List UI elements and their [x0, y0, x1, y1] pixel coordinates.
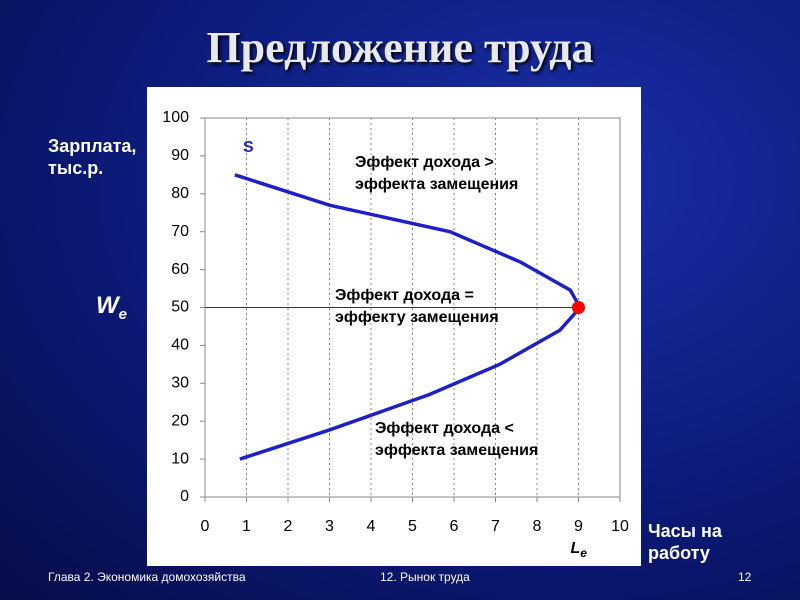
- footer-center: 12. Рынок труда: [380, 570, 470, 584]
- y-tick-label: 80: [171, 185, 189, 202]
- y-axis-label-line: тыс.р.: [48, 158, 104, 178]
- chart: 0 1 2 3 4 5 6 7 8 9 100102030405060708090100SЭффек…: [147, 87, 641, 566]
- x-tick-label: 7: [491, 518, 500, 535]
- x-tick-label: 0: [201, 518, 210, 535]
- hours-symbol: L: [571, 540, 581, 557]
- hours-label: Le: [571, 540, 588, 560]
- x-axis-label-line: Часы на: [648, 521, 722, 541]
- x-axis-label: Часы на работу: [648, 520, 722, 564]
- x-tick-label: 1: [242, 518, 251, 535]
- x-tick-label: 10: [611, 518, 629, 535]
- x-tick-label: 9: [574, 518, 583, 535]
- x-tick-label: 2: [284, 518, 293, 535]
- chart-title: Предложение труда: [206, 23, 594, 72]
- y-axis-label-line: Зарплата,: [48, 136, 137, 156]
- y-tick-label: 50: [171, 299, 189, 316]
- subscript: e: [580, 546, 587, 560]
- footer-left: Глава 2. Экономика домохозяйства: [48, 570, 246, 584]
- annotation: эффекта замещения: [355, 176, 518, 193]
- subscript: e: [118, 305, 127, 323]
- wage-symbol: W: [96, 292, 119, 319]
- y-tick-label: 30: [171, 375, 189, 392]
- wage-label: We: [96, 292, 127, 326]
- y-tick-label: 0: [180, 488, 189, 505]
- series-label: S: [243, 139, 254, 156]
- x-tick-label: 5: [408, 518, 417, 535]
- y-tick-label: 60: [171, 261, 189, 278]
- x-tick-label: 4: [367, 518, 376, 535]
- annotation: Эффект дохода <: [375, 420, 514, 437]
- annotation: эффекту замещения: [335, 309, 499, 326]
- x-axis-label-line: работу: [648, 543, 710, 563]
- y-tick-label: 70: [171, 223, 189, 240]
- y-tick-label: 90: [171, 147, 189, 164]
- x-tick-label: 3: [325, 518, 334, 535]
- equilibrium-point: [572, 301, 585, 314]
- x-tick-label: 6: [450, 518, 459, 535]
- y-tick-label: 20: [171, 412, 189, 429]
- y-axis-label: Зарплата, тыс.р.: [48, 135, 136, 179]
- annotation: Эффект дохода =: [335, 287, 474, 304]
- chart-background: [147, 87, 641, 566]
- annotation: Эффект дохода >: [355, 154, 494, 171]
- y-tick-label: 10: [171, 450, 189, 467]
- y-tick-label: 40: [171, 337, 189, 354]
- annotation: эффекта замещения: [375, 442, 538, 459]
- x-tick-label: 8: [533, 518, 542, 535]
- page-number: 12: [738, 570, 752, 584]
- y-tick-label: 100: [162, 109, 189, 126]
